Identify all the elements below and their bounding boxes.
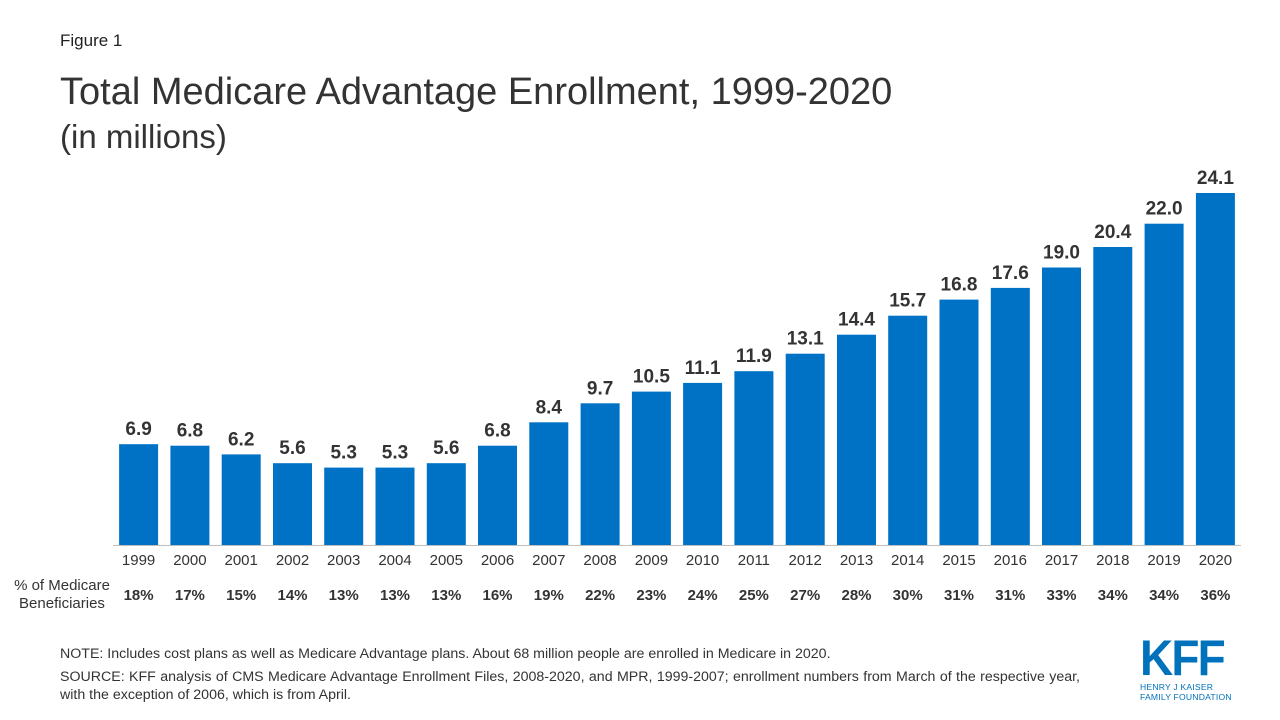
x-tick-label: 2003 — [327, 552, 360, 569]
bar-2013 — [837, 334, 876, 545]
bar-value-label: 22.0 — [1146, 199, 1183, 220]
bar-value-label: 20.4 — [1094, 222, 1131, 243]
bar-value-label: 6.9 — [125, 419, 151, 440]
bar-2010 — [683, 382, 723, 545]
pct-value: 13% — [329, 587, 359, 604]
figure-label: Figure 1 — [60, 31, 123, 50]
pct-value: 30% — [893, 587, 923, 604]
bar-2019 — [1144, 223, 1184, 545]
bar-value-label: 5.6 — [279, 438, 305, 459]
pct-value: 13% — [380, 587, 410, 604]
bar-value-label: 11.1 — [685, 358, 721, 379]
pct-value: 25% — [739, 587, 769, 604]
chart-note: NOTE: Includes cost plans as well as Med… — [60, 646, 831, 662]
bar-2014 — [888, 315, 928, 545]
bar-2012 — [785, 353, 825, 545]
bar-2015 — [939, 299, 979, 545]
x-tick-label: 2011 — [738, 552, 770, 569]
bar-value-label: 15.7 — [889, 291, 926, 312]
x-tick-label: 2000 — [173, 552, 206, 569]
pct-value: 19% — [534, 587, 564, 604]
bar-2004 — [375, 467, 415, 545]
kff-logo-line1: HENRY J KAISER — [1140, 682, 1214, 692]
x-tick-label: 2013 — [840, 552, 873, 569]
pct-value: 23% — [636, 587, 666, 604]
pct-value: 16% — [482, 587, 512, 604]
x-tick-label: 2008 — [583, 552, 616, 569]
pct-value: 17% — [175, 587, 205, 604]
pct-value: 13% — [431, 587, 461, 604]
pct-value: 31% — [995, 587, 1025, 604]
bar-value-label: 6.8 — [177, 421, 203, 442]
bar-value-label: 17.6 — [992, 263, 1029, 284]
bar-2000 — [170, 445, 210, 545]
x-tick-label: 2019 — [1147, 552, 1180, 569]
x-tick-label: 2015 — [942, 552, 975, 569]
bar-value-label: 5.3 — [382, 443, 408, 464]
pct-value: 33% — [1046, 587, 1076, 604]
kff-logo-line2: FAMILY FOUNDATION — [1140, 692, 1232, 702]
pct-value: 15% — [226, 587, 256, 604]
x-tick-label: 2010 — [686, 552, 719, 569]
bar-value-label: 9.7 — [587, 378, 613, 399]
bar-2009 — [631, 391, 671, 545]
bar-2011 — [734, 371, 774, 545]
bar-value-label: 13.1 — [787, 329, 824, 350]
x-tick-label: 2009 — [635, 552, 668, 569]
bar-chart: 6.9 1999 18% 6.8 2000 17% 6.2 2001 15% 5.6 2002 14%… — [113, 168, 1241, 604]
bar-1999 — [119, 444, 159, 545]
bar-2008 — [580, 403, 620, 545]
bar-value-label: 24.1 — [1197, 168, 1234, 189]
bar-2017 — [1042, 267, 1081, 545]
bar-value-label: 11.9 — [736, 346, 772, 367]
bar-2002 — [273, 463, 312, 545]
bar-2003 — [324, 467, 364, 545]
bar-value-label: 16.8 — [941, 275, 978, 296]
kff-logo-mark: KFF — [1140, 630, 1226, 686]
x-tick-label: 2016 — [994, 552, 1027, 569]
bar-value-label: 10.5 — [633, 367, 670, 388]
bar-value-label: 6.8 — [484, 421, 510, 442]
bar-value-label: 5.3 — [330, 443, 356, 464]
bar-2006 — [478, 445, 517, 545]
x-tick-label: 2006 — [481, 552, 514, 569]
x-tick-label: 2014 — [891, 552, 924, 569]
x-tick-label: 2002 — [276, 552, 309, 569]
bar-value-label: 14.4 — [838, 310, 875, 331]
bar-2007 — [529, 422, 569, 545]
chart-source: SOURCE: KFF analysis of CMS Medicare Adv… — [60, 669, 1080, 703]
bar-2001 — [221, 454, 261, 545]
bar-2016 — [990, 287, 1030, 545]
x-tick-label: 2005 — [430, 552, 463, 569]
pct-value: 14% — [277, 587, 307, 604]
x-tick-label: 2012 — [789, 552, 822, 569]
bar-2005 — [426, 463, 466, 545]
x-tick-label: 2007 — [532, 552, 565, 569]
x-tick-label: 1999 — [122, 552, 155, 569]
bar-value-label: 19.0 — [1043, 243, 1080, 264]
pct-value: 27% — [790, 587, 820, 604]
x-tick-label: 2020 — [1199, 552, 1232, 569]
bar-value-label: 5.6 — [433, 438, 459, 459]
pct-value: 31% — [944, 587, 974, 604]
kff-logo: KFF HENRY J KAISER FAMILY FOUNDATION — [1140, 630, 1240, 702]
pct-row-label: % of Medicare Beneficiaries — [14, 577, 110, 612]
bar-2018 — [1093, 247, 1133, 545]
pct-value: 34% — [1098, 587, 1128, 604]
pct-value: 36% — [1200, 587, 1230, 604]
chart-subtitle: (in millions) — [60, 118, 227, 155]
pct-value: 34% — [1149, 587, 1179, 604]
x-tick-label: 2017 — [1045, 552, 1078, 569]
pct-value: 24% — [688, 587, 718, 604]
pct-value: 22% — [585, 587, 615, 604]
pct-value: 18% — [124, 587, 154, 604]
chart-title: Total Medicare Advantage Enrollment, 199… — [60, 71, 893, 113]
x-tick-label: 2018 — [1096, 552, 1129, 569]
bar-value-label: 6.2 — [228, 429, 254, 450]
x-tick-label: 2004 — [378, 552, 411, 569]
x-tick-label: 2001 — [225, 552, 258, 569]
bar-2020 — [1195, 193, 1235, 545]
bar-value-label: 8.4 — [536, 397, 563, 418]
pct-value: 28% — [841, 587, 871, 604]
